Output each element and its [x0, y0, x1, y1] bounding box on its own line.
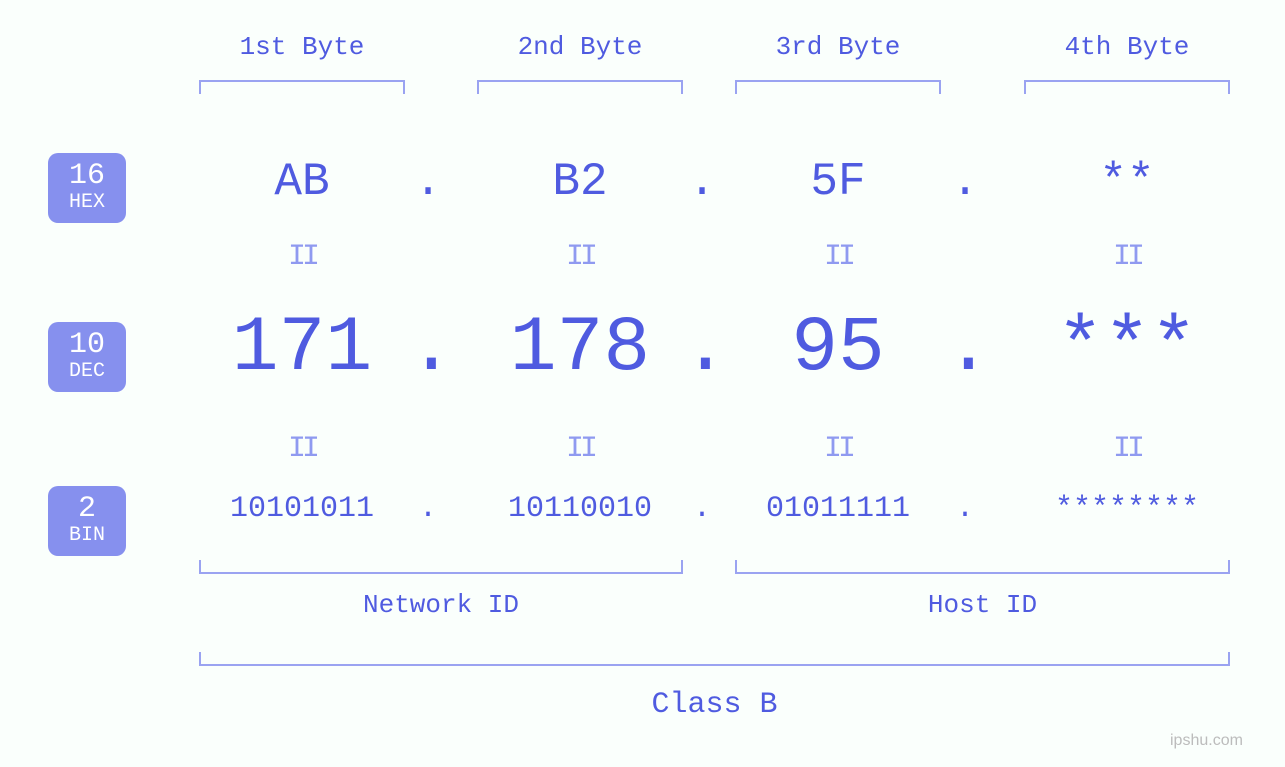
bin-dot-1: . — [408, 492, 448, 526]
bin-badge-base: 2 — [48, 494, 126, 524]
bin-byte-3: 01011111 — [703, 492, 973, 526]
byte-1-bracket — [199, 80, 405, 94]
bin-byte-4: ******** — [992, 492, 1262, 526]
eq2-3: II — [813, 432, 863, 466]
class-label: Class B — [565, 688, 865, 722]
byte-2-label: 2nd Byte — [465, 32, 695, 62]
byte-4-label: 4th Byte — [1012, 32, 1242, 62]
hex-byte-2: B2 — [465, 156, 695, 208]
dec-badge-label: DEC — [48, 362, 126, 382]
hex-byte-3: 5F — [723, 156, 953, 208]
dec-dot-1: . — [408, 305, 448, 393]
network-bracket — [199, 560, 683, 574]
host-bracket — [735, 560, 1230, 574]
bin-byte-2: 10110010 — [445, 492, 715, 526]
host-label: Host ID — [833, 590, 1133, 620]
byte-2-bracket — [477, 80, 683, 94]
dec-byte-4: *** — [992, 305, 1262, 393]
bin-badge-label: BIN — [48, 526, 126, 546]
dec-byte-3: 95 — [703, 305, 973, 393]
dec-dot-2: . — [682, 305, 722, 393]
hex-badge: 16 HEX — [48, 153, 126, 223]
eq1-4: II — [1102, 240, 1152, 274]
hex-badge-label: HEX — [48, 193, 126, 213]
bin-badge: 2 BIN — [48, 486, 126, 556]
class-bracket — [199, 652, 1230, 666]
bin-dot-2: . — [682, 492, 722, 526]
byte-3-bracket — [735, 80, 941, 94]
hex-byte-4: ** — [1012, 156, 1242, 208]
dec-badge: 10 DEC — [48, 322, 126, 392]
hex-badge-base: 16 — [48, 161, 126, 191]
eq1-1: II — [277, 240, 327, 274]
eq2-2: II — [555, 432, 605, 466]
dec-dot-3: . — [945, 305, 985, 393]
hex-byte-1: AB — [187, 156, 417, 208]
byte-4-bracket — [1024, 80, 1230, 94]
network-label: Network ID — [291, 590, 591, 620]
watermark: ipshu.com — [1170, 732, 1243, 750]
hex-dot-2: . — [682, 156, 722, 208]
eq1-3: II — [813, 240, 863, 274]
dec-byte-1: 171 — [167, 305, 437, 393]
dec-byte-2: 178 — [445, 305, 715, 393]
bin-dot-3: . — [945, 492, 985, 526]
byte-3-label: 3rd Byte — [723, 32, 953, 62]
hex-dot-3: . — [945, 156, 985, 208]
eq1-2: II — [555, 240, 605, 274]
hex-dot-1: . — [408, 156, 448, 208]
bin-byte-1: 10101011 — [167, 492, 437, 526]
dec-badge-base: 10 — [48, 330, 126, 360]
eq2-4: II — [1102, 432, 1152, 466]
byte-1-label: 1st Byte — [187, 32, 417, 62]
eq2-1: II — [277, 432, 327, 466]
